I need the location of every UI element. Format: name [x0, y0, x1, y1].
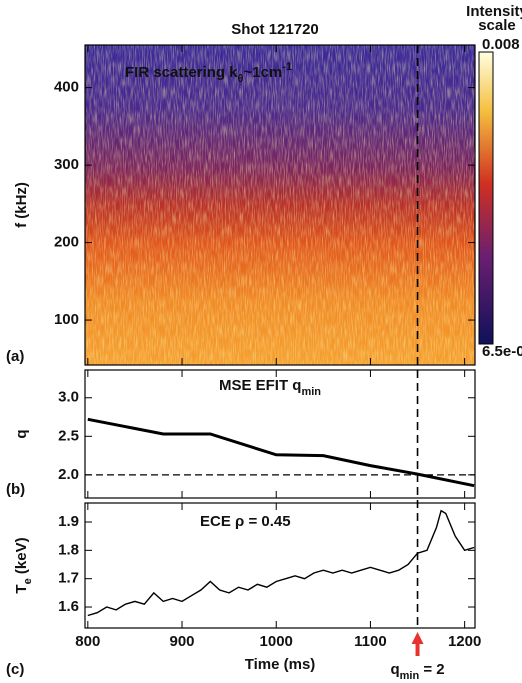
marker-label-sub: min: [400, 670, 420, 682]
x-tick-label: 1100: [354, 633, 387, 650]
plot-frame: [84, 44, 476, 366]
colorbar: [478, 51, 494, 345]
spectrogram-texture: [85, 45, 475, 365]
marker-label-text: q: [390, 661, 399, 678]
annotation-sup: -1: [282, 61, 292, 73]
y-axis-label-after: (keV): [13, 537, 30, 578]
y-axis-label: f (kHz): [13, 182, 30, 228]
x-tick-label: 900: [170, 633, 195, 650]
y-axis-label-sub: e: [22, 578, 34, 584]
colorbar-tick-label: 6.5e-05: [482, 343, 522, 360]
colorbar-label: scale: [478, 17, 516, 34]
y-axis-label: Te (keV): [13, 537, 34, 593]
y-tick-label: 3.0: [58, 389, 79, 406]
x-axis-label: Time (ms): [245, 656, 316, 673]
panel-label: (b): [6, 481, 25, 498]
y-tick-label: 1.7: [58, 570, 79, 587]
plot-frame: [84, 502, 476, 629]
plot-frame: [84, 369, 476, 499]
annotation-text: FIR scattering k: [125, 64, 238, 81]
chart-title: ECE ρ = 0.45: [200, 513, 291, 530]
y-tick-label: 1.6: [58, 598, 79, 615]
y-tick-label: 2.0: [58, 466, 79, 483]
y-tick-label: 1.8: [58, 541, 79, 558]
y-tick-label: 2.5: [58, 427, 79, 444]
y-tick-label: 300: [54, 156, 79, 173]
chart-title: Shot 121720: [231, 21, 319, 38]
annotation-after: ~1cm: [243, 64, 282, 81]
chart-title-text: MSE EFIT q: [219, 377, 302, 394]
x-tick-label: 1000: [260, 633, 293, 650]
y-tick-label: 200: [54, 234, 79, 251]
y-axis-label: q: [13, 429, 30, 438]
marker-arrow: [411, 632, 424, 656]
marker-label-after: = 2: [419, 661, 444, 678]
chart-title: MSE EFIT qmin: [219, 377, 321, 398]
y-tick-label: 400: [54, 79, 79, 96]
y-tick-label: 100: [54, 311, 79, 328]
panel-label: (a): [6, 348, 24, 365]
x-tick-label: 1200: [448, 633, 481, 650]
colorbar-tick-label: 0.008: [482, 36, 520, 53]
y-axis-label-text: T: [13, 584, 30, 593]
data-line: [87, 417, 475, 488]
annotation-sub: θ: [238, 73, 244, 85]
x-tick-label: 800: [75, 633, 100, 650]
annotation: FIR scattering kθ~1cm-1: [125, 61, 292, 85]
panel-label: (c): [6, 661, 24, 678]
chart-title-sub: min: [301, 386, 321, 398]
y-tick-label: 1.9: [58, 513, 79, 530]
marker-label: qmin = 2: [390, 661, 444, 682]
colorbar-label: Intensity: [466, 3, 522, 20]
